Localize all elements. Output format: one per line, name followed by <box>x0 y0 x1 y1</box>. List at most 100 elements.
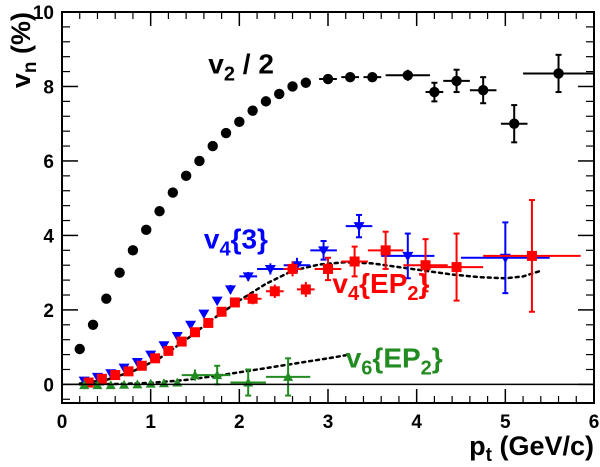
data-point <box>87 319 99 330</box>
data-point <box>260 96 272 107</box>
x-tick-label: 4 <box>411 412 422 433</box>
data-point <box>300 284 311 295</box>
model-curve <box>78 260 543 385</box>
y-axis-label: vn (%) <box>6 12 41 88</box>
y-axis-label-sub: n <box>20 62 41 74</box>
axis-ticks <box>61 11 595 403</box>
data-point <box>344 71 356 83</box>
series-label-sub2: 2 <box>407 283 418 305</box>
data-point <box>420 260 431 271</box>
series-label-rest: {EP <box>359 268 407 299</box>
data-point <box>509 118 520 129</box>
data-point <box>216 306 227 317</box>
data-series <box>74 53 594 397</box>
series-label-rest: / 2 <box>235 48 274 79</box>
data-point <box>234 116 245 128</box>
series-label-sub: 6 <box>361 358 372 380</box>
series-label-main: v <box>346 343 362 374</box>
data-point <box>283 371 294 381</box>
data-point <box>429 86 440 98</box>
data-point <box>150 353 161 364</box>
series-v4{3} <box>78 213 550 387</box>
data-point <box>74 343 85 355</box>
data-point <box>526 250 537 261</box>
series-label-end: } <box>432 343 443 374</box>
data-point <box>163 345 174 356</box>
series-label-sub: 2 <box>224 63 235 85</box>
y-tick-label: 6 <box>43 152 54 173</box>
x-axis-label-main: p <box>469 431 486 461</box>
y-tick-label: 0 <box>43 375 54 396</box>
data-point <box>247 105 258 116</box>
data-point <box>322 73 334 85</box>
series-label: v2 / 2 <box>208 48 274 85</box>
series-label-main: v <box>208 48 224 79</box>
x-tick-label: 2 <box>234 412 245 433</box>
data-point <box>180 170 192 182</box>
y-axis-label-main: v <box>6 73 36 88</box>
data-point <box>242 272 254 282</box>
series-label-sub: 4 <box>348 283 360 305</box>
data-point <box>264 264 276 275</box>
x-tick-label: 6 <box>589 412 600 433</box>
data-point <box>274 88 285 100</box>
data-point <box>367 71 378 83</box>
data-point <box>185 320 197 331</box>
y-tick-label: 10 <box>33 3 54 24</box>
data-point <box>154 206 165 217</box>
data-point <box>224 285 236 295</box>
data-point <box>269 286 280 297</box>
data-point <box>194 155 205 167</box>
data-point <box>287 263 298 274</box>
data-point <box>349 256 360 267</box>
x-tick-label: 3 <box>323 412 334 433</box>
x-axis-label-unit: (GeV/c) <box>492 431 594 461</box>
data-point <box>220 127 232 139</box>
series-label: v4{3} <box>204 223 268 260</box>
data-point <box>141 224 152 236</box>
data-point <box>212 370 223 380</box>
data-point <box>553 68 564 79</box>
data-point <box>145 378 156 388</box>
series-v4{EP2} <box>83 199 581 388</box>
data-point <box>101 293 112 304</box>
series-label: v6{EP2} <box>346 343 443 380</box>
data-point <box>300 77 312 88</box>
data-point <box>198 309 210 320</box>
data-point <box>136 360 147 371</box>
data-point <box>190 370 200 380</box>
data-point <box>176 336 187 347</box>
series-label-rest: {EP <box>372 343 420 374</box>
series-label-end: } <box>419 268 430 299</box>
data-point <box>402 70 413 81</box>
series-label-main: v <box>332 268 348 299</box>
data-point <box>114 267 125 278</box>
data-point <box>318 246 330 256</box>
series-labels: v2 / 2v4{3}v4{EP2}v6{EP2} <box>204 48 443 379</box>
x-tick-label: 1 <box>145 412 156 433</box>
data-point <box>477 85 489 96</box>
data-point <box>110 370 121 381</box>
series-label: v4{EP2} <box>332 268 429 305</box>
y-tick-label: 4 <box>43 226 54 247</box>
y-axis-label-unit: (%) <box>6 12 36 62</box>
series-label-rest: {3} <box>231 223 268 254</box>
x-axis-label: pt (GeV/c) <box>469 431 594 466</box>
data-point <box>211 296 223 307</box>
series-label-sub2: 2 <box>421 358 432 380</box>
data-point <box>127 245 139 256</box>
data-point <box>96 373 107 384</box>
model-curves <box>78 260 543 386</box>
x-axis-label-sub: t <box>486 445 493 466</box>
axis-tick-labels: 0 1 2 3 4 5 6 0 2 4 6 8 10 <box>33 3 599 433</box>
data-point <box>229 297 240 308</box>
series-v2/2 <box>74 53 594 355</box>
data-point <box>287 81 298 92</box>
data-point <box>451 262 462 273</box>
series-label-sub: 4 <box>219 238 231 260</box>
data-point <box>402 251 414 262</box>
y-tick-label: 8 <box>43 77 54 98</box>
data-point <box>190 327 200 338</box>
data-point <box>380 245 391 256</box>
